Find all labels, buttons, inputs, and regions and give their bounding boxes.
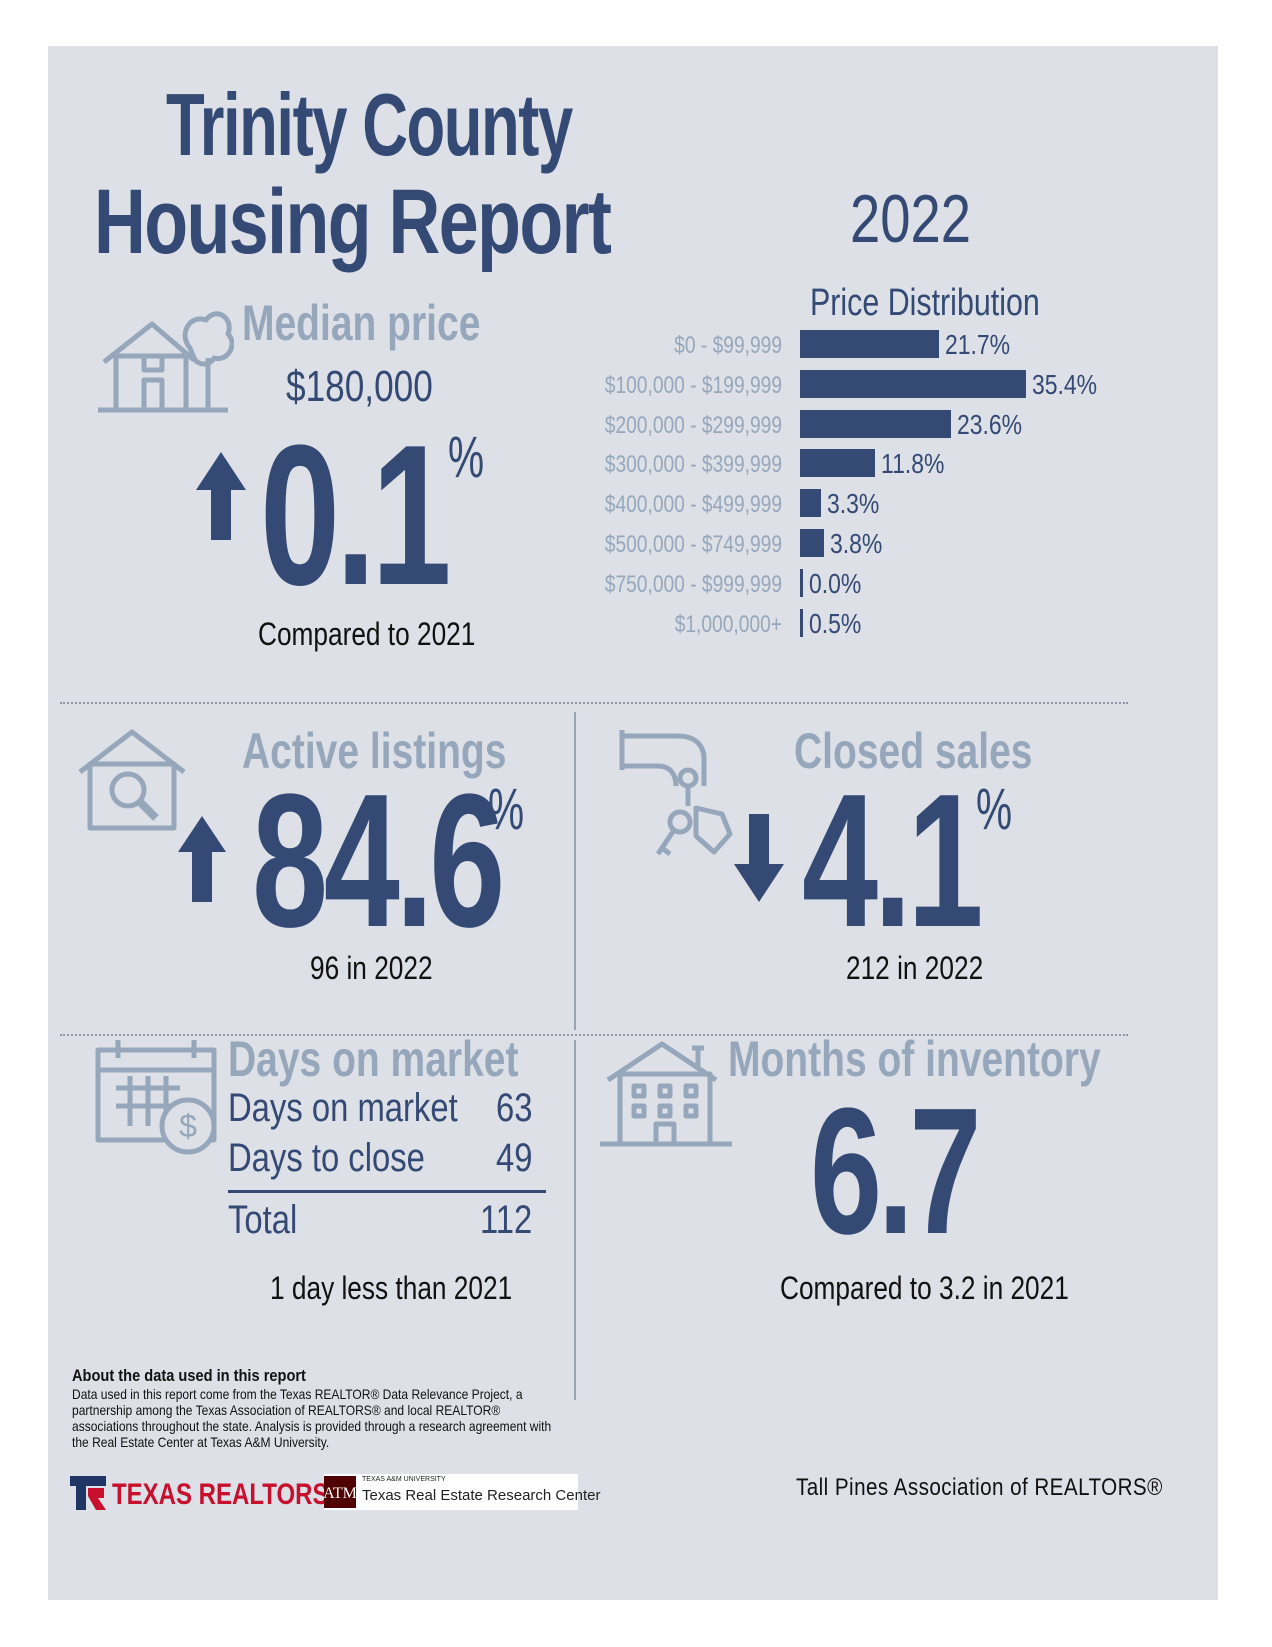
months-inventory-heading: Months of inventory	[728, 1031, 1101, 1087]
price-bin-label: $1,000,000+	[674, 610, 782, 638]
report-title-line2: Housing Report	[94, 171, 612, 273]
median-price-percent-sign: %	[448, 425, 485, 490]
house-tree-icon	[98, 311, 234, 413]
tamu-research-center-logo: ATM TEXAS A&M UNIVERSITY Texas Real Esta…	[323, 1474, 600, 1510]
apartment-building-icon	[600, 1041, 732, 1147]
active-listings-detail: 96 in 2022	[310, 950, 433, 986]
tamu-mark-icon: ATM	[323, 1476, 357, 1508]
svg-text:$: $	[179, 1108, 197, 1144]
days-on-market-row-value: 63	[496, 1086, 533, 1130]
closed-sales-change: 4.1	[802, 755, 984, 967]
calendar-dollar-icon: $	[95, 1040, 217, 1155]
divider-vertical-upper	[574, 712, 576, 1030]
price-bin-bar	[800, 449, 875, 478]
about-text: Data used in this report come from the T…	[72, 1386, 552, 1450]
price-distribution-chart: $0 - $99,999 21.7% $100,000 - $199,999 35.4…	[552, 329, 1112, 650]
price-bin-bar	[800, 489, 821, 518]
tamu-center-name: Texas Real Estate Research Center	[362, 1487, 601, 1504]
report-title-line1: Trinity County	[166, 75, 573, 174]
price-bin-bar	[800, 409, 951, 438]
hand-keys-icon	[619, 730, 733, 856]
report-panel: Trinity County Housing Report 2022 Media…	[48, 46, 1218, 1600]
days-total-label: Total	[228, 1198, 298, 1242]
divider-vertical-lower	[574, 1040, 576, 1400]
median-price-value: $180,000	[286, 362, 433, 411]
days-on-market-row-label: Days on market	[228, 1086, 458, 1130]
price-bin-value-label: 3.3%	[827, 488, 880, 520]
tamu-small-text: TEXAS A&M UNIVERSITY	[362, 1476, 446, 1483]
price-distribution-title: Price Distribution	[810, 282, 1040, 324]
price-bin-label: $200,000 - $299,999	[604, 411, 782, 439]
texas-realtors-mark-icon	[70, 1476, 106, 1510]
months-inventory-value: 6.7	[810, 1071, 982, 1272]
price-bin-label: $400,000 - $499,999	[604, 491, 782, 519]
svg-text:ATM: ATM	[324, 1485, 356, 1502]
closed-sales-detail: 212 in 2022	[846, 950, 984, 986]
median-price-heading: Median price	[242, 295, 481, 351]
association-name: Tall Pines Association of REALTORS®	[796, 1474, 1163, 1501]
days-on-market-comparison: 1 day less than 2021	[270, 1270, 513, 1306]
about-heading: About the data used in this report	[72, 1366, 306, 1385]
days-total-value: 112	[480, 1198, 533, 1242]
closed-sales-percent-sign: %	[976, 777, 1013, 842]
total-rule	[228, 1190, 546, 1193]
active-listings-percent-sign: %	[488, 777, 525, 842]
up-arrow-icon	[178, 816, 226, 902]
months-inventory-comparison: Compared to 3.2 in 2021	[780, 1270, 1069, 1306]
price-bin-label: $750,000 - $999,999	[604, 570, 782, 598]
price-bin-label: $100,000 - $199,999	[604, 371, 782, 399]
active-listings-change: 84.6	[252, 755, 505, 967]
house-magnifier-icon	[78, 729, 186, 831]
texas-realtors-wordmark: TEXAS REALTORS	[112, 1478, 329, 1511]
active-listings-heading: Active listings	[242, 723, 507, 779]
price-bin-bar	[800, 529, 824, 557]
price-bin-value-label: 21.7%	[945, 329, 1011, 360]
price-bin-value-label: 11.8%	[881, 448, 945, 480]
price-bin-bar	[800, 568, 803, 597]
days-on-market-heading: Days on market	[228, 1031, 519, 1087]
days-to-close-row-label: Days to close	[228, 1136, 425, 1180]
price-bin-bar	[800, 369, 1026, 398]
price-bin-label: $300,000 - $399,999	[604, 451, 782, 479]
days-to-close-row-value: 49	[496, 1136, 533, 1180]
price-bin-bar	[800, 608, 803, 637]
price-bin-label: $0 - $99,999	[674, 332, 782, 359]
closed-sales-heading: Closed sales	[794, 723, 1033, 779]
median-price-change: 0.1	[260, 404, 452, 627]
up-arrow-icon	[196, 452, 246, 540]
price-bin-value-label: 0.0%	[809, 567, 862, 599]
divider-middle	[60, 1034, 1128, 1036]
price-bin-label: $500,000 - $749,999	[604, 531, 782, 558]
price-bin-value-label: 0.5%	[809, 607, 862, 639]
median-price-comparison: Compared to 2021	[258, 616, 476, 652]
down-arrow-icon	[734, 814, 784, 902]
price-bin-bar	[800, 330, 939, 358]
report-year: 2022	[850, 181, 972, 257]
texas-realtors-logo: TEXAS REALTORS	[70, 1476, 328, 1512]
divider-top	[60, 702, 1128, 704]
price-bin-value-label: 35.4%	[1032, 368, 1098, 400]
price-bin-value-label: 23.6%	[957, 408, 1023, 440]
price-bin-value-label: 3.8%	[830, 528, 883, 559]
